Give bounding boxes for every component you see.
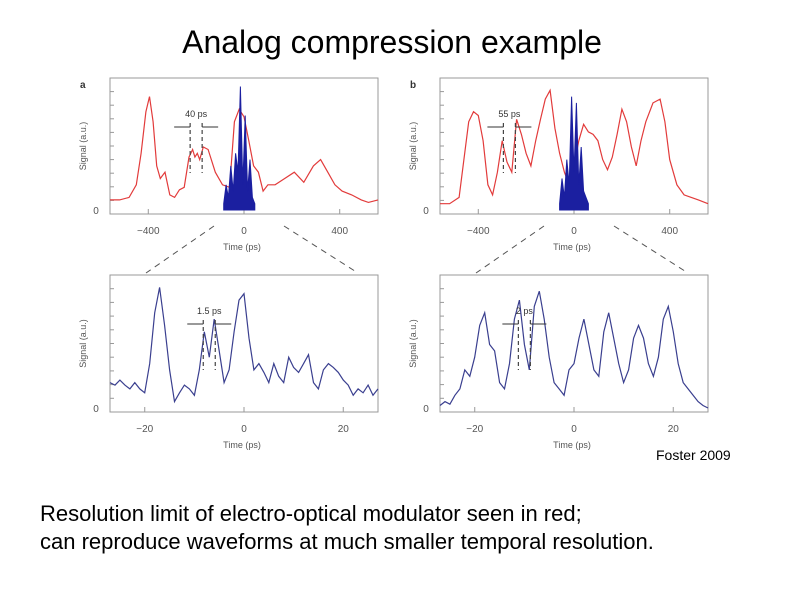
b-bottom-x-tick-label: 0 bbox=[571, 424, 577, 435]
b-top-x-tick-label: −400 bbox=[467, 226, 490, 237]
a-top-zoom-connector-right bbox=[283, 225, 359, 274]
a-bottom-x-tick-label: 0 bbox=[241, 424, 247, 435]
b-bottom-annotation-label: 2 ps bbox=[516, 306, 534, 316]
b-bottom-plot-frame bbox=[439, 274, 709, 413]
b-bottom-y-axis-title: Signal (a.u.) bbox=[408, 319, 418, 368]
a-top-y-tick-label: 0 bbox=[93, 206, 99, 217]
a-top-annotation-label: 40 ps bbox=[185, 109, 208, 119]
b-top-y-tick-label: 0 bbox=[423, 206, 429, 217]
caption-line-1: Resolution limit of electro-optical modu… bbox=[40, 501, 582, 526]
a-top-series-measured bbox=[223, 86, 256, 211]
b-bottom-x-tick-label: 20 bbox=[668, 424, 680, 435]
a-top-x-tick-label: 400 bbox=[331, 226, 348, 237]
a-bottom-x-tick-label: 20 bbox=[338, 424, 350, 435]
b-top-x-tick-label: 400 bbox=[661, 226, 678, 237]
b-top-zoom-connector-right bbox=[613, 225, 689, 274]
b-bottom-x-tick-label: −20 bbox=[466, 424, 483, 435]
a-top-y-axis-title: Signal (a.u.) bbox=[78, 122, 88, 171]
b-bottom-series-0 bbox=[439, 291, 709, 409]
a-bottom-x-tick-label: −20 bbox=[136, 424, 153, 435]
b-top-x-tick-label: 0 bbox=[571, 226, 577, 237]
slide-title: Analog compression example bbox=[182, 24, 602, 60]
a-top-x-axis-title: Time (ps) bbox=[223, 242, 261, 252]
a-bottom-y-tick-label: 0 bbox=[93, 404, 99, 415]
b-top-panel-label: b bbox=[410, 80, 416, 91]
a-top-series-0 bbox=[110, 96, 379, 204]
b-bottom-x-axis-title: Time (ps) bbox=[553, 440, 591, 450]
b-bottom-y-tick-label: 0 bbox=[423, 404, 429, 415]
caption-line-2: can reproduce waveforms at much smaller … bbox=[40, 529, 654, 554]
caption: Resolution limit of electro-optical modu… bbox=[40, 500, 790, 556]
b-top-zoom-connector-left bbox=[475, 225, 545, 274]
a-bottom-x-axis-title: Time (ps) bbox=[223, 440, 261, 450]
a-bottom-y-axis-title: Signal (a.u.) bbox=[78, 319, 88, 368]
a-top-zoom-connector-left bbox=[145, 225, 215, 274]
b-top-series-measured bbox=[559, 96, 589, 211]
a-bottom-annotation-label: 1.5 ps bbox=[197, 306, 222, 316]
a-top-x-tick-label: 0 bbox=[241, 226, 247, 237]
a-bottom-series-0 bbox=[109, 287, 379, 404]
figure-credit: Foster 2009 bbox=[656, 447, 731, 463]
b-top-x-axis-title: Time (ps) bbox=[553, 242, 591, 252]
b-top-y-axis-title: Signal (a.u.) bbox=[408, 122, 418, 171]
b-top-annotation-label: 55 ps bbox=[498, 109, 521, 119]
a-top-panel-label: a bbox=[80, 80, 86, 91]
a-top-x-tick-label: −400 bbox=[137, 226, 160, 237]
